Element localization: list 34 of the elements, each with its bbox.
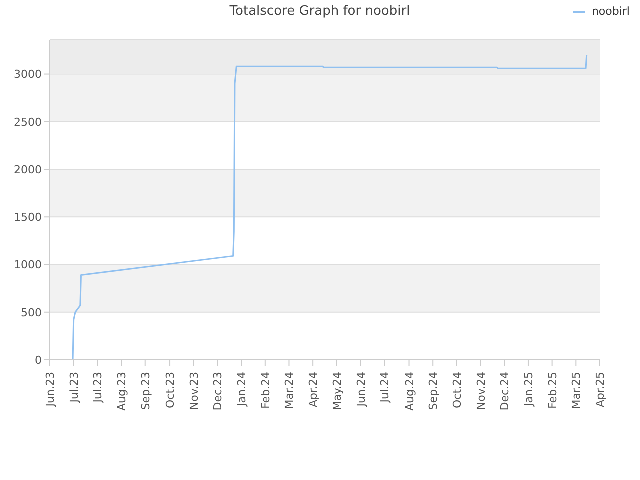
x-tick-label: Apr.24 — [307, 372, 320, 408]
x-tick-label: Nov.23 — [188, 372, 201, 410]
x-tick-label: Jul.24 — [378, 372, 392, 404]
chart-title: Totalscore Graph for noobirl — [230, 4, 410, 19]
y-tick-label: 2000 — [14, 163, 42, 176]
x-tick-label: Dec.24 — [498, 372, 512, 411]
x-tick-label: Feb.24 — [259, 372, 272, 409]
legend-label: noobirl — [592, 5, 630, 18]
x-tick-label: Jul.23 — [92, 372, 105, 404]
x-tick-label: Oct.23 — [164, 372, 178, 409]
x-tick-label: Jun.23 — [44, 372, 57, 408]
x-tick-label: May.24 — [330, 372, 344, 411]
x-tick-label: Nov.24 — [474, 372, 488, 410]
y-tick-label: 3000 — [14, 68, 42, 82]
x-tick-label: Sep.24 — [427, 372, 440, 410]
x-tick-label: Feb.25 — [546, 372, 560, 409]
x-tick-label: Oct.24 — [450, 372, 464, 409]
y-tick-label: 2500 — [14, 116, 42, 129]
x-tick-label: Apr.25 — [594, 372, 607, 408]
x-tick-label: Jan.25 — [522, 372, 536, 408]
x-tick-label: Mar.24 — [283, 372, 296, 410]
y-tick-label: 1000 — [14, 258, 42, 272]
x-tick-label: Sep.23 — [139, 372, 152, 410]
line-series — [72, 54, 588, 360]
x-tick-label: Jun.24 — [354, 372, 368, 408]
x-tick-label: Jan.24 — [236, 372, 249, 408]
x-tick-label: Aug.23 — [116, 372, 129, 411]
x-tick-label: Jul.23 — [68, 372, 81, 404]
x-tick-label: Dec.23 — [212, 372, 225, 411]
x-tick-label: Mar.25 — [570, 372, 584, 410]
y-tick-label: 1500 — [14, 211, 42, 224]
y-tick-label: 500 — [21, 306, 42, 320]
y-tick-label: 0 — [35, 354, 42, 367]
x-tick-label: Aug.24 — [403, 372, 416, 411]
